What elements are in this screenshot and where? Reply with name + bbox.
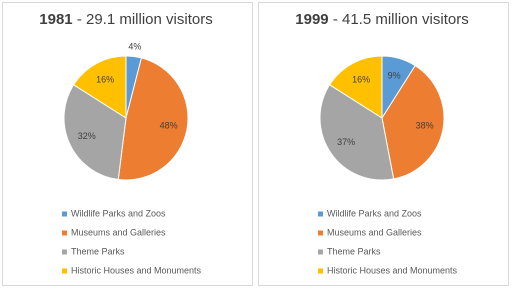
- title-year: 1981: [39, 11, 72, 28]
- data-label: 9%: [388, 71, 401, 81]
- pie-slice: [319, 84, 395, 181]
- legend-swatch: [62, 268, 67, 274]
- data-label: 4%: [128, 42, 141, 52]
- data-label: 48%: [160, 121, 178, 131]
- legend-swatch: [318, 211, 323, 217]
- pie-slice: [328, 55, 383, 119]
- legend-swatch: [318, 268, 323, 274]
- title-text: - 29.1 million visitors: [77, 11, 213, 28]
- legend-label: Museums and Galleries: [71, 227, 166, 237]
- data-label: 38%: [416, 121, 434, 131]
- data-label: 16%: [352, 74, 370, 84]
- data-label: 37%: [337, 137, 355, 147]
- legend-label: Theme Parks: [71, 246, 125, 256]
- pie-slice: [381, 64, 445, 180]
- legend-label: Wildlife Parks and Zoos: [327, 208, 422, 218]
- pie-slice: [117, 57, 189, 181]
- legend-label: Museums and Galleries: [327, 227, 422, 237]
- pie-slice: [72, 55, 127, 119]
- legend-label: Historic Houses and Monuments: [71, 265, 202, 275]
- chart-title: 1999 - 41.5 million visitors: [295, 11, 468, 28]
- panel-border: [258, 2, 509, 286]
- title-text: - 41.5 million visitors: [333, 11, 469, 28]
- data-label: 32%: [78, 131, 96, 141]
- data-label: 16%: [96, 74, 114, 84]
- legend-swatch: [62, 230, 67, 236]
- legend-swatch: [318, 230, 323, 236]
- chart-title: 1981 - 29.1 million visitors: [39, 11, 212, 28]
- legend-swatch: [62, 211, 67, 217]
- legend-label: Theme Parks: [327, 246, 381, 256]
- legend-swatch: [318, 249, 323, 255]
- legend-swatch: [62, 249, 67, 255]
- panel-border: [2, 2, 253, 286]
- legend-label: Wildlife Parks and Zoos: [71, 208, 166, 218]
- title-year: 1999: [295, 11, 328, 28]
- legend-label: Historic Houses and Monuments: [327, 265, 458, 275]
